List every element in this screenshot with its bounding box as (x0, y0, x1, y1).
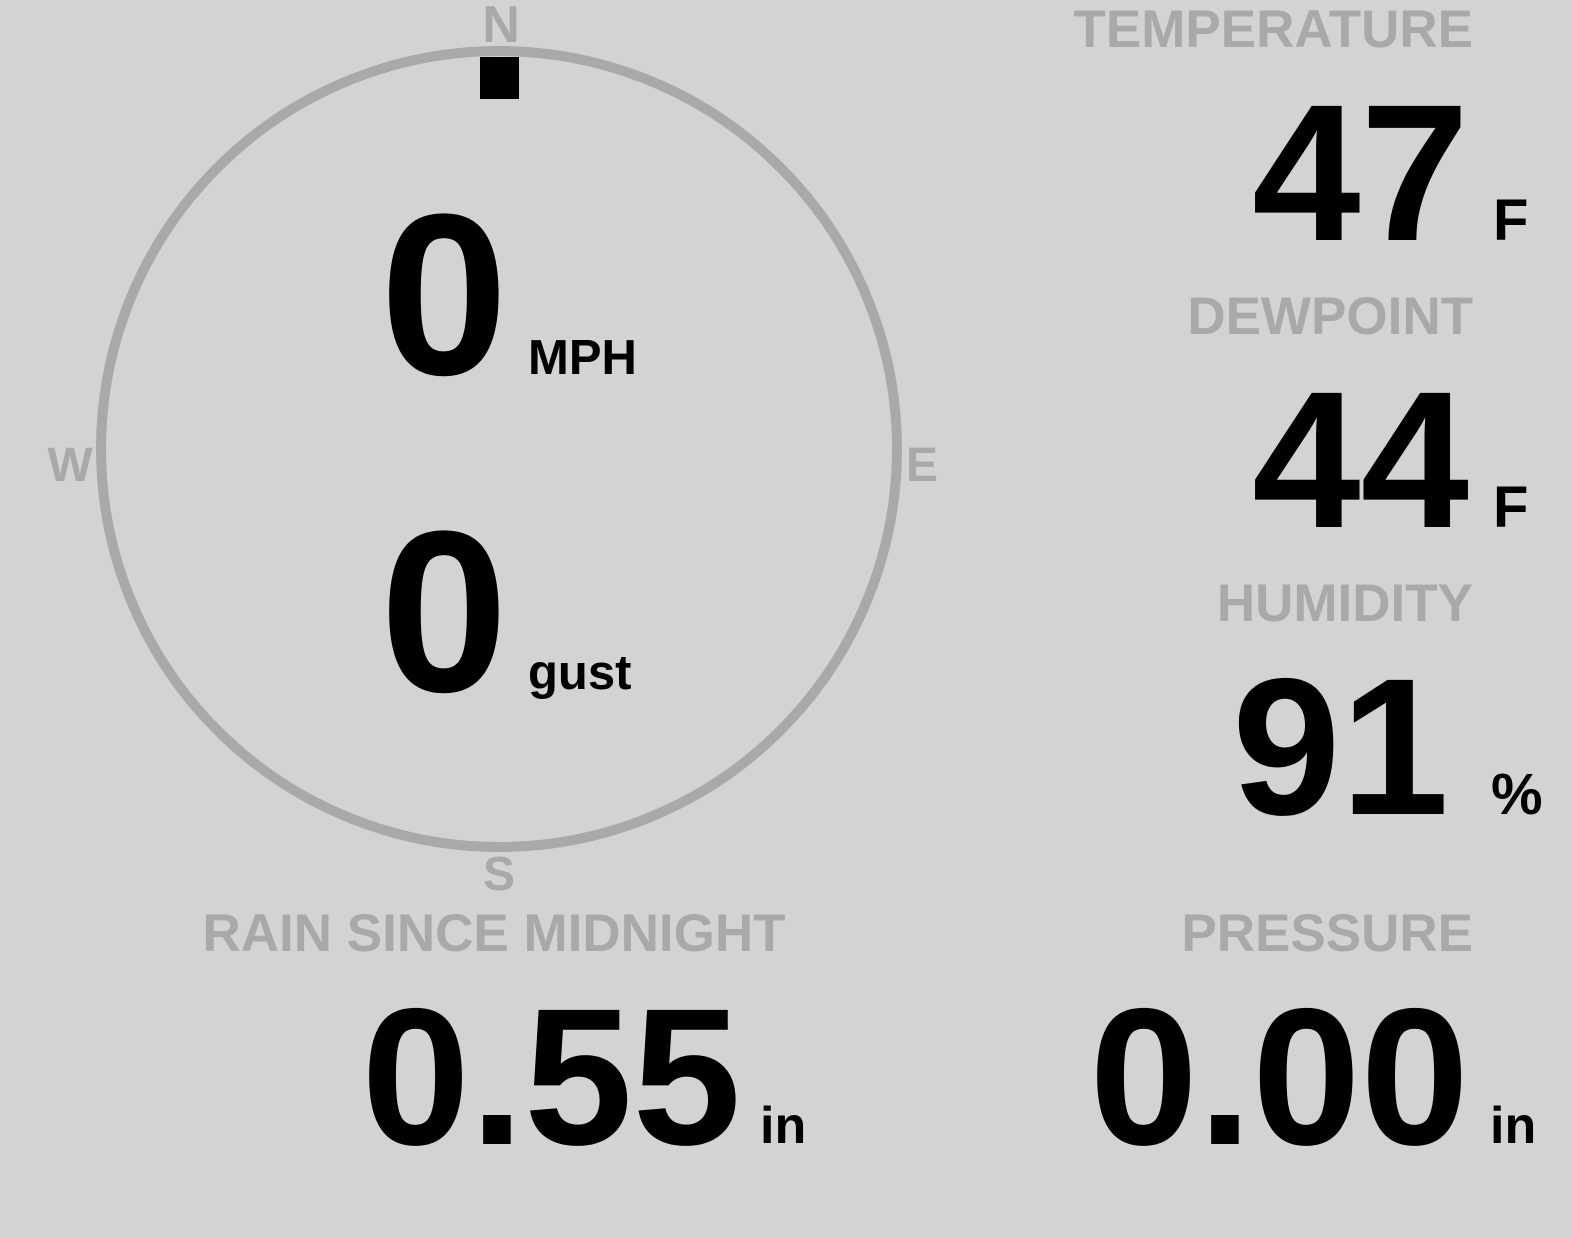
temperature-value: 47 (1252, 64, 1469, 282)
rain-value: 0.55 (361, 968, 741, 1186)
dewpoint-unit: F (1493, 475, 1529, 540)
dewpoint-label: DEWPOINT (1187, 287, 1473, 346)
humidity-label: HUMIDITY (1216, 574, 1473, 633)
wind-speed-value: 0 (380, 166, 508, 423)
pressure-value: 0.00 (1089, 968, 1469, 1186)
compass-north-label: N (482, 0, 520, 54)
temperature-unit: F (1493, 188, 1529, 253)
pressure-label: PRESSURE (1181, 904, 1473, 963)
wind-gust-value: 0 (380, 483, 508, 740)
rain-label: RAIN SINCE MIDNIGHT (202, 904, 786, 963)
wind-speed-unit: MPH (528, 331, 637, 385)
rain-unit: in (760, 1097, 807, 1155)
compass-east-label: E (905, 439, 939, 492)
temperature-label: TEMPERATURE (1073, 0, 1473, 59)
compass-ring (96, 46, 902, 852)
wind-gust-unit: gust (528, 646, 632, 700)
humidity-unit: % (1491, 762, 1543, 827)
wind-direction-marker (480, 57, 519, 99)
humidity-value: 91 (1232, 638, 1449, 856)
compass-south-label: S (482, 848, 516, 901)
dewpoint-value: 44 (1252, 351, 1469, 569)
compass-west-label: W (47, 439, 93, 492)
pressure-unit: in (1490, 1097, 1537, 1155)
